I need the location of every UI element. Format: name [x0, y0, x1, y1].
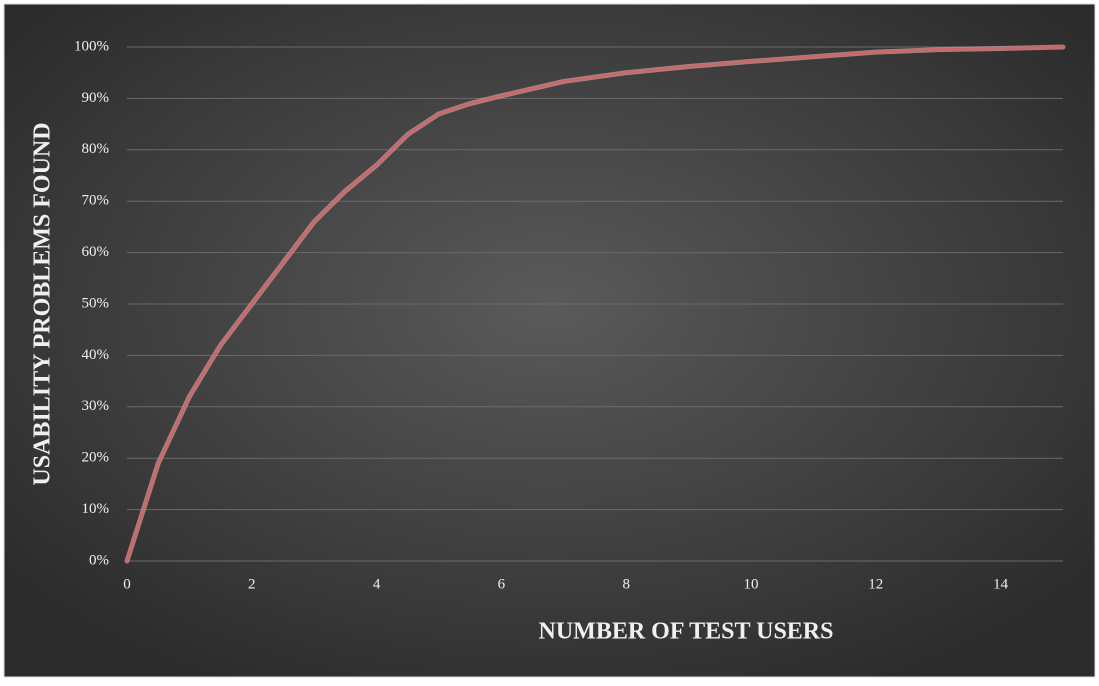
y-tick-label: 60% — [82, 244, 110, 260]
y-tick-label: 10% — [82, 501, 110, 517]
line — [125, 45, 1065, 563]
x-tick-label: 2 — [248, 576, 256, 592]
y-tick-label: 70% — [82, 193, 110, 209]
x-tick-label: 10 — [744, 576, 759, 592]
y-tick-label: 80% — [82, 141, 110, 157]
y-tick-label: 20% — [82, 450, 110, 466]
x-tick-label: 14 — [993, 576, 1009, 592]
y-tick-label: 100% — [74, 38, 109, 54]
x-tick-label: 8 — [622, 576, 630, 592]
x-tick-label: 0 — [123, 576, 131, 592]
y-tick-label: 30% — [82, 398, 110, 414]
y-tick-label: 0% — [89, 552, 109, 568]
x-tick-label: 4 — [373, 576, 381, 592]
y-tick-label: 50% — [82, 295, 110, 311]
y-tick-label: 90% — [82, 90, 110, 106]
x-tick-label: 6 — [498, 576, 506, 592]
x-tick-label: 12 — [868, 576, 883, 592]
chart-background — [3, 3, 1096, 678]
y-tick-label: 40% — [82, 347, 110, 363]
x-axis-title: NUMBER OF TEST USERS — [539, 619, 834, 645]
y-axis-title: USABILITY PROBLEMS FOUND — [30, 122, 56, 485]
